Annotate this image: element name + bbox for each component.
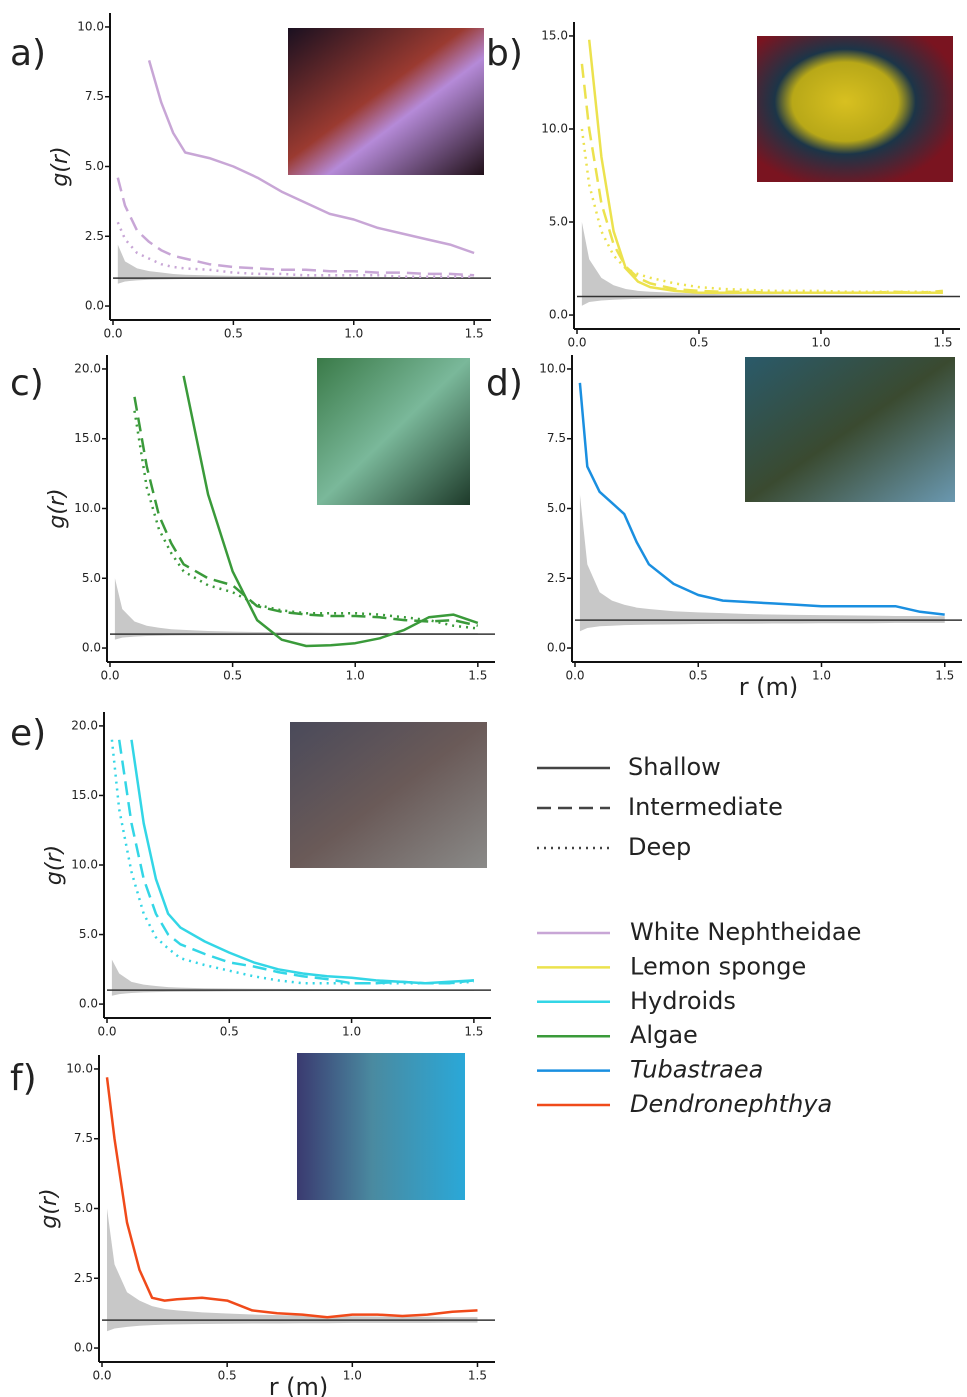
envelope [581, 222, 943, 306]
y-tick-label: 7.5 [74, 1131, 93, 1145]
x-axis-label: r (m) [739, 673, 799, 701]
y-tick-label: 20.0 [74, 361, 101, 375]
legend-label: Hydroids [630, 987, 736, 1015]
y-tick-label: 5.0 [549, 215, 568, 229]
x-tick-label: 0.0 [100, 669, 119, 683]
x-tick-label: 0.5 [220, 1025, 239, 1039]
y-tick-label: 5.0 [74, 1201, 93, 1215]
x-tick-label: 1.0 [342, 1025, 361, 1039]
legend-label: Shallow [628, 753, 721, 781]
photo [745, 357, 955, 502]
x-tick-label: 1.5 [933, 336, 952, 350]
x-tick-label: 0.0 [567, 336, 586, 350]
series-line [105, 1077, 478, 1319]
x-tick-label: 0.5 [224, 327, 243, 341]
y-tick-label: 10.0 [77, 19, 104, 33]
x-tick-label: 1.0 [811, 336, 830, 350]
y-tick-label: 10.0 [539, 361, 566, 375]
legend-label: Algae [630, 1021, 698, 1049]
y-tick-label: 10.0 [541, 121, 568, 135]
y-tick-label: 10.0 [71, 858, 98, 872]
y-tick-label: 7.5 [85, 89, 104, 103]
panel-label: f) [10, 1058, 37, 1099]
y-tick-label: 5.0 [547, 501, 566, 515]
y-tick-label: 0.0 [79, 997, 98, 1011]
y-tick-label: 15.0 [71, 788, 98, 802]
y-tick-label: 2.5 [547, 571, 566, 585]
series-line [182, 375, 479, 648]
panel-label: a) [10, 33, 46, 74]
y-tick-label: 5.0 [82, 571, 101, 585]
x-tick-label: 1.5 [935, 669, 954, 683]
series-line [116, 221, 475, 278]
y-tick-label: 15.0 [74, 431, 101, 445]
panel-label: b) [486, 33, 523, 74]
photo [297, 1053, 465, 1200]
x-tick-label: 0.5 [689, 336, 708, 350]
envelope [107, 1208, 478, 1332]
x-tick-label: 0.0 [97, 1025, 116, 1039]
y-tick-label: 0.0 [85, 299, 104, 313]
photo [757, 36, 953, 182]
x-tick-label: 0.0 [103, 327, 122, 341]
series-line [578, 382, 945, 616]
y-tick-label: 10.0 [74, 501, 101, 515]
x-tick-label: 1.5 [468, 1369, 487, 1383]
panel-label: c) [10, 363, 44, 404]
series-line [116, 177, 475, 277]
x-tick-label: 1.0 [812, 669, 831, 683]
legend-label: Intermediate [628, 793, 783, 821]
y-tick-label: 2.5 [85, 229, 104, 243]
y-tick-label: 5.0 [85, 159, 104, 173]
y-axis-label: g(r) [37, 1188, 62, 1228]
envelope [579, 494, 945, 632]
panel-label: e) [10, 713, 46, 754]
envelope [111, 959, 474, 996]
y-tick-label: 15.0 [541, 28, 568, 42]
legend-label: Deep [628, 833, 691, 861]
photo [288, 28, 484, 175]
y-tick-label: 0.0 [547, 641, 566, 655]
y-tick-label: 2.5 [74, 1271, 93, 1285]
x-tick-label: 0.5 [689, 669, 708, 683]
series-line [133, 410, 478, 630]
y-tick-label: 7.5 [547, 431, 566, 445]
photo [317, 358, 470, 505]
x-axis-label: r (m) [269, 1373, 329, 1397]
x-tick-label: 0.5 [218, 1369, 237, 1383]
x-tick-label: 0.0 [92, 1369, 111, 1383]
x-tick-label: 1.0 [344, 327, 363, 341]
x-tick-label: 1.5 [464, 1025, 483, 1039]
y-tick-label: 20.0 [71, 718, 98, 732]
panel-label: d) [486, 363, 523, 404]
x-tick-label: 1.5 [465, 327, 484, 341]
y-axis-label: g(r) [42, 845, 67, 885]
legend-label: White Nephtheidae [630, 918, 861, 946]
y-tick-label: 0.0 [549, 308, 568, 322]
y-axis-label: g(r) [48, 146, 73, 186]
legend-label: Tubastraea [630, 1056, 763, 1084]
x-tick-label: 1.0 [343, 1369, 362, 1383]
y-tick-label: 5.0 [79, 927, 98, 941]
envelope [114, 578, 478, 640]
photo [290, 722, 487, 868]
y-tick-label: 0.0 [82, 641, 101, 655]
series-line [147, 60, 475, 255]
x-tick-label: 0.5 [223, 669, 242, 683]
x-tick-label: 1.0 [346, 669, 365, 683]
y-tick-label: 10.0 [66, 1061, 93, 1075]
y-tick-label: 0.0 [74, 1341, 93, 1355]
x-tick-label: 1.5 [468, 669, 487, 683]
x-tick-label: 0.0 [565, 669, 584, 683]
y-axis-label: g(r) [45, 488, 70, 528]
legend-label: Dendronephthya [630, 1090, 832, 1118]
legend-label: Lemon sponge [630, 952, 806, 980]
